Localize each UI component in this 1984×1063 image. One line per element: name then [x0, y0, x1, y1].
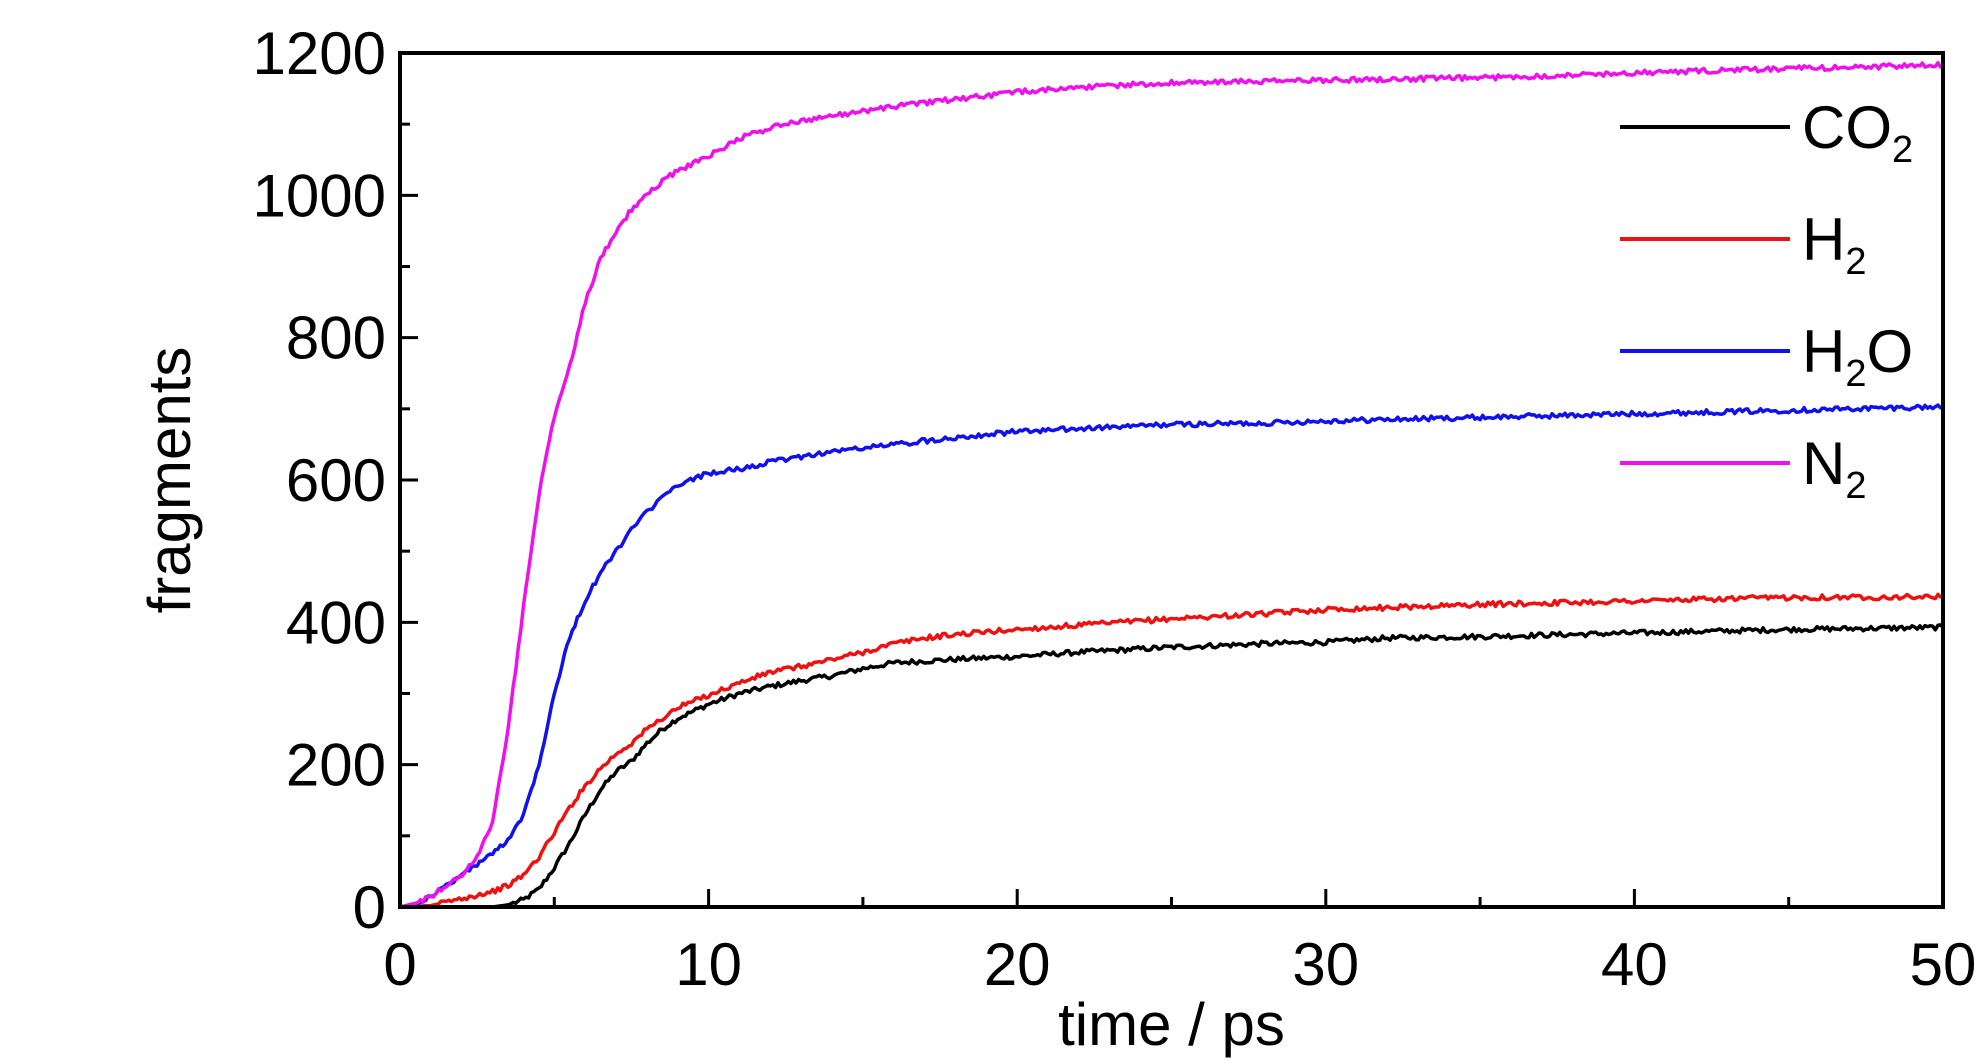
legend-label-h2: H2 [1802, 206, 1866, 283]
x-tick-label: 50 [1910, 931, 1977, 998]
y-tick-label: 200 [286, 732, 386, 799]
y-tick-label: 800 [286, 305, 386, 372]
x-tick-label: 0 [383, 931, 416, 998]
legend-label-co2: CO2 [1802, 94, 1913, 171]
legend-label-n2: N2 [1802, 430, 1866, 507]
legend-label-h2o: H2O [1802, 318, 1913, 395]
y-axis-label: fragments [136, 347, 203, 614]
series-line-h2 [399, 592, 1944, 909]
series-layer [399, 61, 1945, 909]
series-line-co2 [400, 623, 1945, 909]
y-tick-label: 400 [286, 589, 386, 656]
y-tick-label: 1200 [253, 20, 386, 87]
x-tick-label: 40 [1601, 931, 1668, 998]
x-tick-label: 30 [1292, 931, 1359, 998]
y-tick-label: 0 [353, 874, 386, 941]
x-axis-label: time / ps [1058, 991, 1285, 1058]
y-tick-label: 1000 [253, 162, 386, 229]
ticks-layer: 0 10 20 30 40 50 0 200 400 600 800 1000 1200 [253, 20, 1977, 998]
series-line-h2o [399, 403, 1944, 909]
legend: CO2 H2 H2O N2 [1620, 94, 1913, 507]
plot-frame [398, 51, 1945, 909]
x-tick-label: 10 [675, 931, 742, 998]
y-tick-label: 600 [286, 447, 386, 514]
series-line-n2 [399, 61, 1944, 909]
x-tick-label: 20 [984, 931, 1051, 998]
